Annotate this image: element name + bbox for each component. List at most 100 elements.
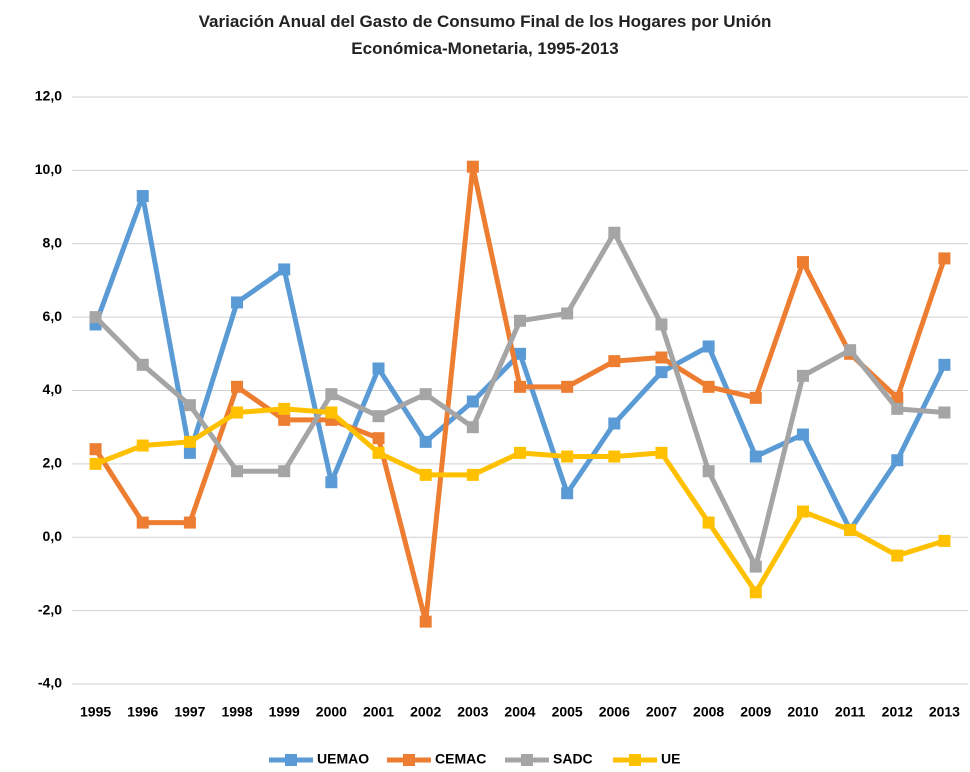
point-marker [372,362,385,375]
legend-label: UEMAO [317,751,369,767]
point-marker [561,307,574,320]
legend-marker [629,754,641,766]
point-marker [702,465,715,478]
point-marker [231,465,244,478]
point-marker [796,256,809,269]
point-marker [466,395,479,408]
point-marker [891,454,904,467]
point-marker [325,406,338,419]
x-tick-label: 1999 [269,704,300,720]
point-marker [231,406,244,419]
x-tick-label: 1996 [127,704,158,720]
point-marker [891,402,904,415]
y-tick-label: 4,0 [43,381,63,397]
point-marker [89,457,102,470]
point-marker [796,428,809,441]
point-marker [749,560,762,573]
legend-marker [403,754,415,766]
point-marker [183,399,196,412]
point-marker [608,450,621,463]
x-tick-label: 2009 [740,704,771,720]
point-marker [891,391,904,404]
point-marker [608,355,621,368]
point-marker [702,516,715,529]
x-tick-label: 2004 [504,704,535,720]
y-tick-label: 8,0 [43,234,63,250]
point-marker [749,450,762,463]
point-marker [231,380,244,393]
point-marker [702,340,715,353]
point-marker [89,443,102,456]
point-marker [231,296,244,309]
legend-label: CEMAC [435,751,486,767]
point-marker [938,252,951,265]
y-tick-label: 12,0 [35,88,62,104]
point-marker [608,417,621,430]
y-tick-label: -2,0 [38,601,62,617]
point-marker [749,391,762,404]
point-marker [466,468,479,481]
point-marker [278,402,291,415]
x-tick-label: 2012 [882,704,913,720]
point-marker [561,380,574,393]
point-marker [655,446,668,459]
series-line [93,193,947,533]
point-marker [136,190,149,203]
point-marker [796,369,809,382]
y-tick-label: -4,0 [38,675,62,691]
series-line [93,164,947,625]
x-tick-label: 2010 [787,704,818,720]
point-marker [514,314,526,327]
point-marker [183,446,196,459]
point-marker [419,388,432,401]
y-tick-label: 6,0 [43,308,63,324]
point-marker [419,615,432,628]
point-marker [844,344,857,357]
point-marker [183,516,196,529]
point-marker [419,468,432,481]
x-tick-label: 2006 [599,704,630,720]
point-marker [466,421,479,434]
point-marker [891,549,904,562]
point-marker [608,226,621,239]
y-tick-label: 0,0 [43,528,63,544]
point-marker [278,465,291,478]
point-marker [278,413,291,426]
point-marker [136,439,149,452]
point-marker [372,432,385,445]
x-tick-label: 2003 [457,704,488,720]
point-marker [749,586,762,599]
legend-label: SADC [553,751,593,767]
point-marker [702,380,715,393]
x-tick-label: 2000 [316,704,347,720]
point-marker [183,435,196,448]
point-marker [136,516,149,529]
point-marker [938,406,951,419]
y-tick-label: 10,0 [35,161,62,177]
legend-label: UE [661,751,680,767]
point-marker [514,446,526,459]
point-marker [655,351,668,364]
point-marker [796,505,809,518]
point-marker [136,358,149,371]
point-marker [278,263,291,276]
point-marker [372,410,385,423]
x-tick-label: 2002 [410,704,441,720]
point-marker [466,160,479,173]
x-tick-label: 2008 [693,704,724,720]
point-marker [844,523,857,536]
legend-marker [285,754,297,766]
point-marker [938,358,951,371]
point-marker [325,388,338,401]
point-marker [561,487,574,500]
x-tick-label: 2013 [929,704,960,720]
x-tick-label: 2007 [646,704,677,720]
x-tick-label: 2005 [552,704,583,720]
x-tick-label: 1998 [221,704,252,720]
y-tick-label: 2,0 [43,455,63,471]
point-marker [372,446,385,459]
x-tick-label: 1995 [80,704,111,720]
legend-marker [521,754,533,766]
